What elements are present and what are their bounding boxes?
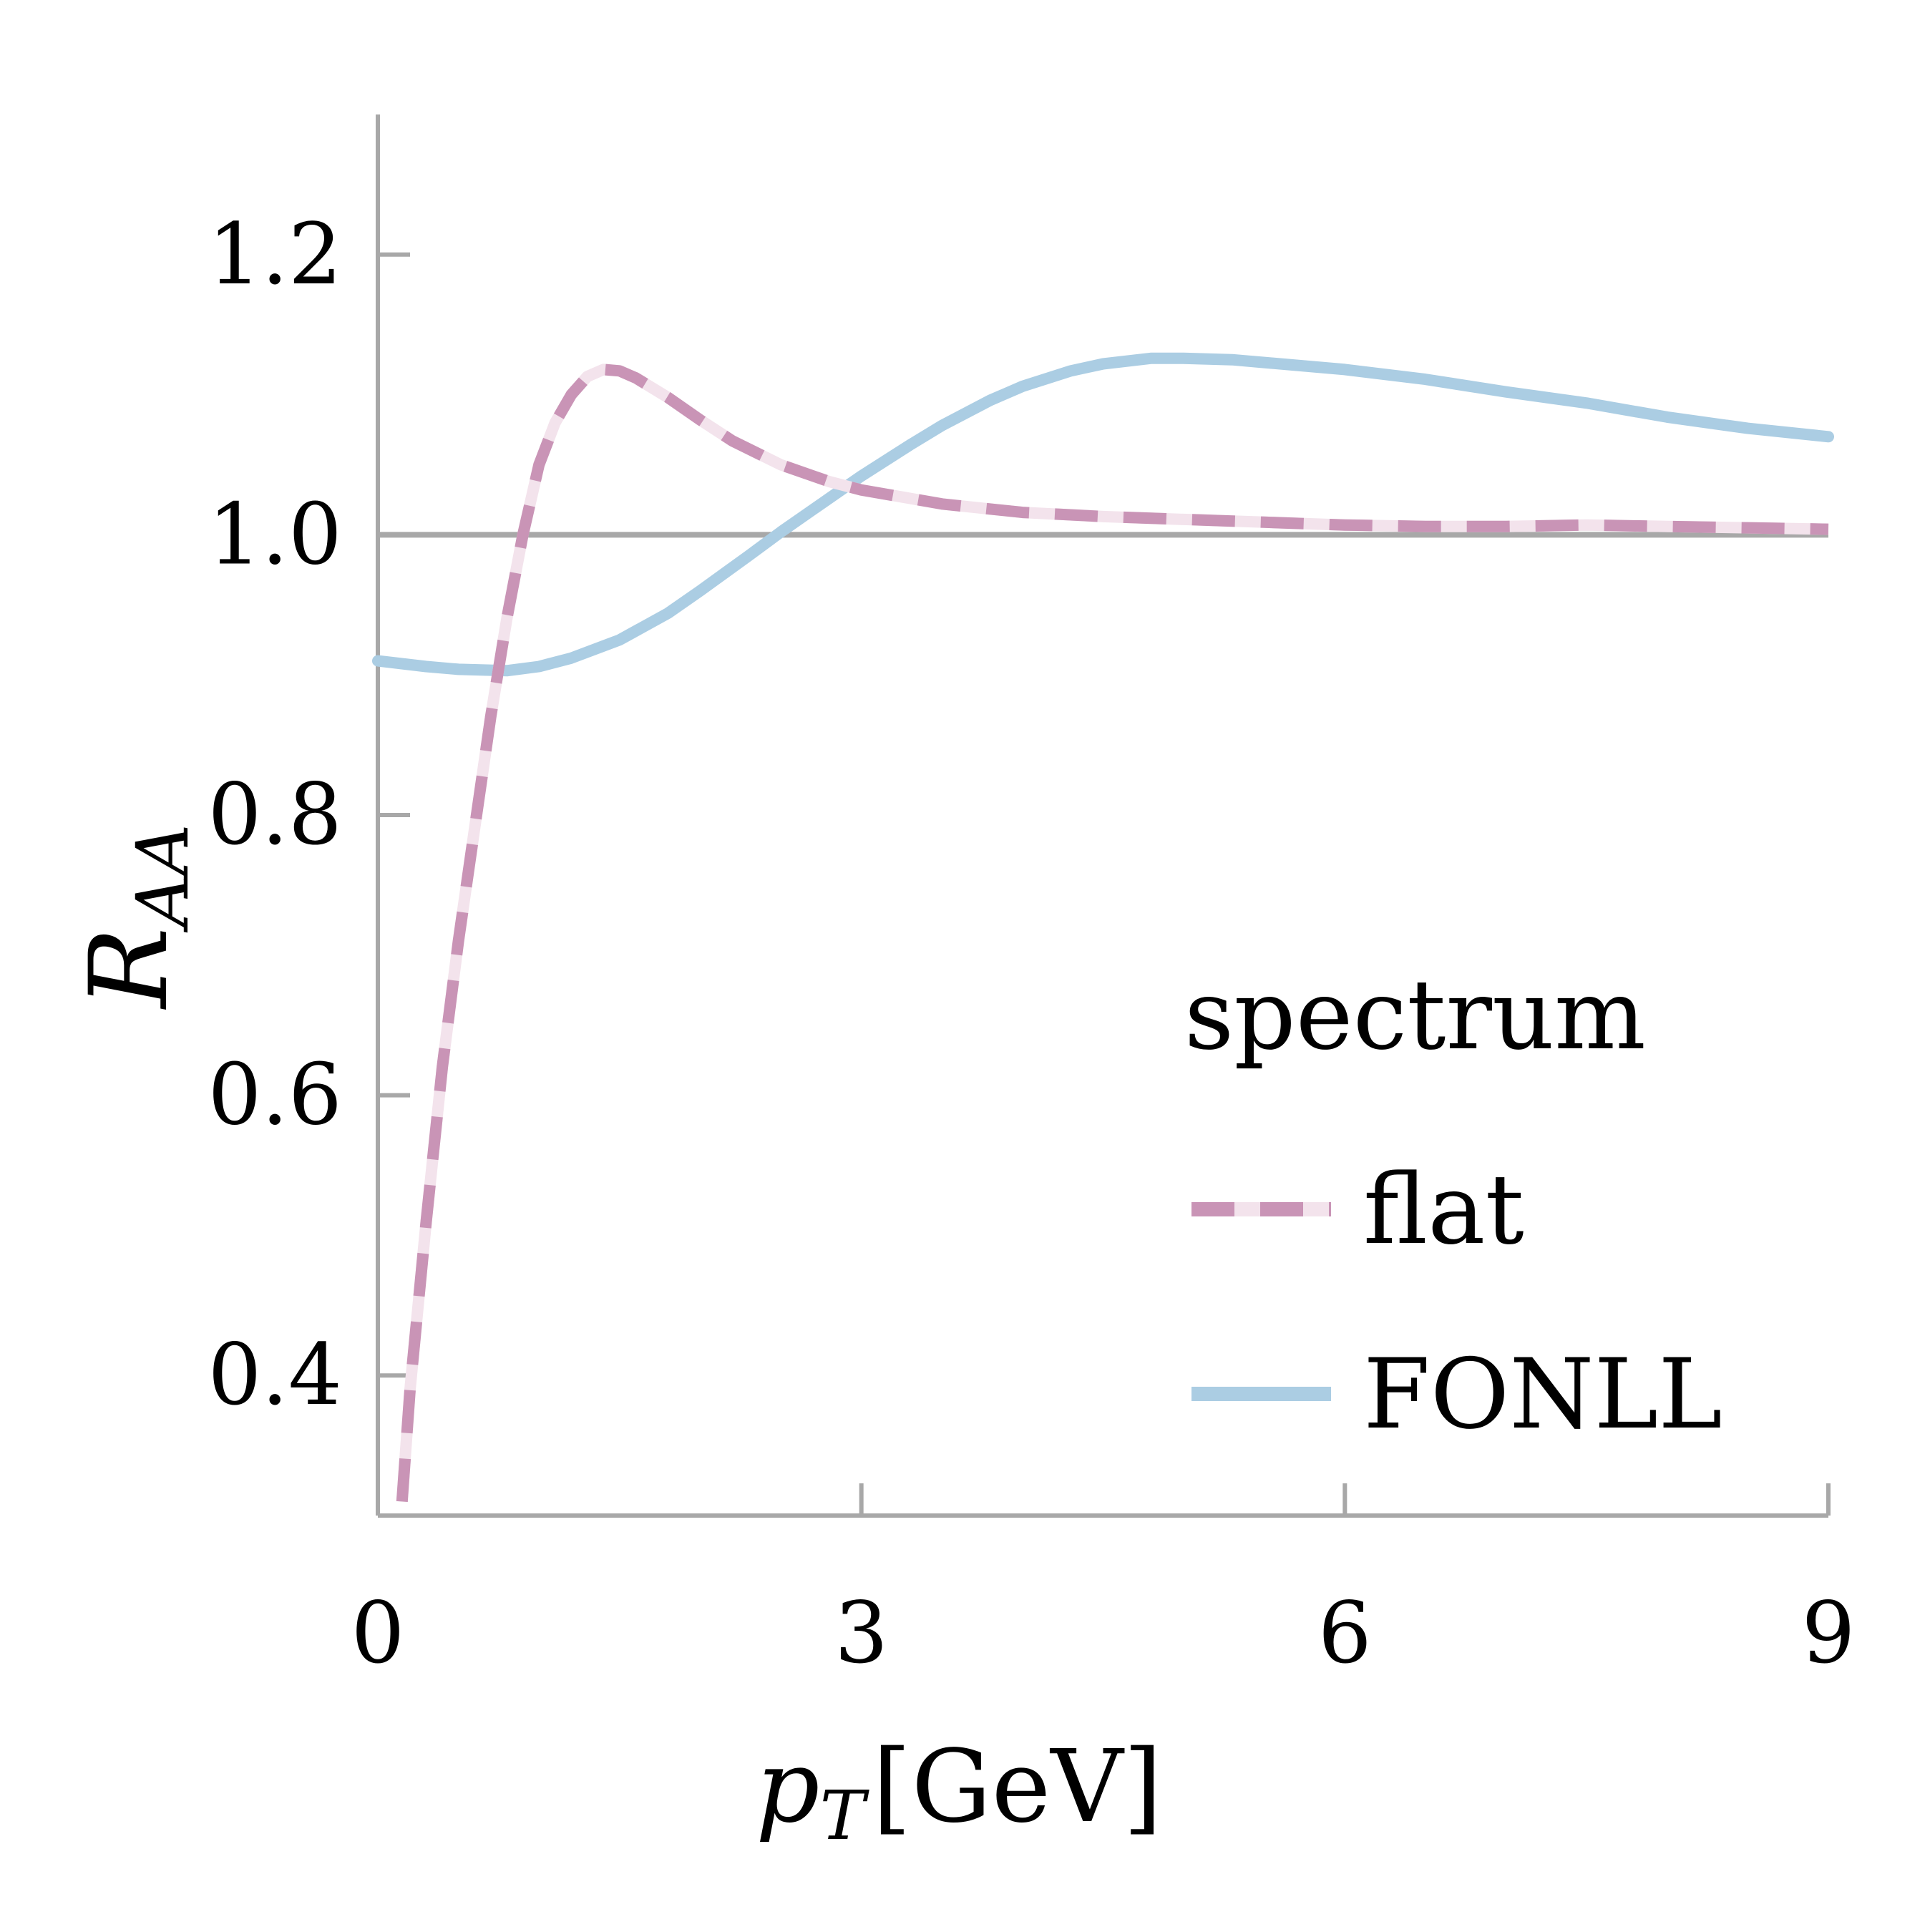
legend-label-fonll: FONLL bbox=[1363, 1338, 1722, 1450]
axes: 0.4 0.6 0.8 1.0 1.2 0 3 6 9 bbox=[208, 114, 1856, 1682]
legend-title: spectrum bbox=[1184, 959, 1646, 1071]
legend-entry-flat: flat bbox=[1191, 1153, 1524, 1266]
x-tick-label: 6 bbox=[1318, 1584, 1372, 1682]
legend-label-flat: flat bbox=[1363, 1153, 1524, 1266]
series-line-flat-base bbox=[396, 364, 1829, 1502]
x-tick-label: 9 bbox=[1801, 1584, 1855, 1682]
y-tick-label: 0.6 bbox=[208, 1045, 342, 1144]
series-line-flat bbox=[396, 364, 1829, 1502]
x-axis-title: pT[GeV] bbox=[756, 1729, 1162, 1855]
y-tick-label: 1.0 bbox=[208, 484, 342, 583]
y-axis-title: RAA bbox=[67, 824, 205, 1010]
legend-entry-fonll: FONLL bbox=[1191, 1338, 1722, 1450]
x-tick-label: 3 bbox=[834, 1584, 888, 1682]
x-tick-label: 0 bbox=[351, 1584, 404, 1682]
y-tick-label: 0.8 bbox=[208, 765, 342, 864]
plot-area bbox=[372, 352, 1834, 1502]
y-tick-label: 0.4 bbox=[208, 1325, 342, 1424]
series-line-fonll bbox=[372, 352, 1834, 677]
legend: spectrum flat FONLL bbox=[1184, 959, 1722, 1450]
y-tick-label: 1.2 bbox=[208, 205, 342, 303]
